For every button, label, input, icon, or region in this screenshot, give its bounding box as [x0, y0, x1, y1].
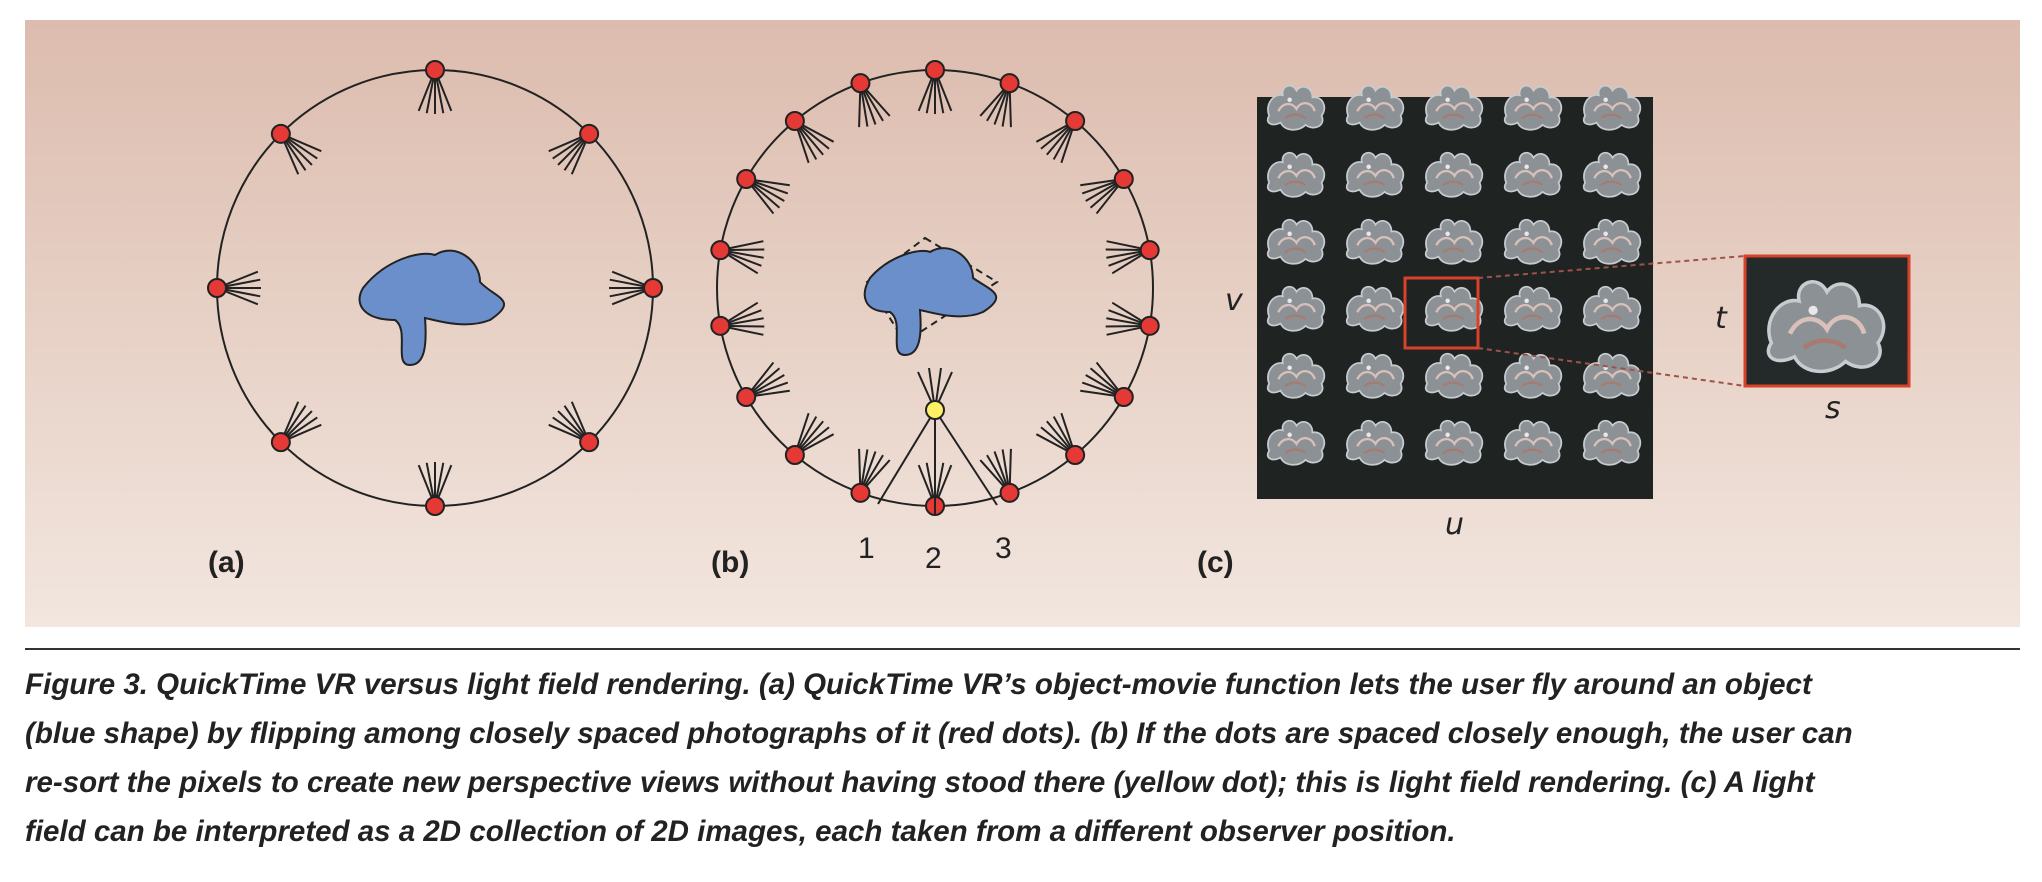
camera-b-18 — [850, 73, 891, 128]
camera-b-dot — [784, 111, 805, 132]
camera-b-16 — [736, 169, 790, 215]
camera-b-6 — [1105, 301, 1160, 336]
figure-caption: Figure 3. QuickTime VR versus light fiel… — [25, 660, 2020, 856]
camera-b-7 — [1080, 361, 1134, 407]
camera-b-dot — [1113, 169, 1134, 189]
camera-b-5 — [1105, 240, 1160, 275]
axis-label-t: t — [1715, 301, 1728, 336]
camera-a-dot — [425, 60, 445, 80]
camera-a-2 — [548, 123, 600, 175]
panel-b: 1 2 3 (b) — [710, 60, 1160, 579]
novel-view-dot — [925, 400, 945, 420]
camera-b-3 — [1035, 111, 1086, 164]
panel-label-b: (b) — [711, 546, 749, 579]
caption-line-4: field can be interpreted as a 2D collect… — [25, 815, 1456, 848]
camera-a-dot — [579, 123, 600, 144]
camera-b-4 — [1080, 169, 1134, 215]
axis-label-v: v — [1225, 283, 1244, 318]
caption-divider — [25, 648, 2020, 650]
camera-b-17 — [784, 111, 835, 164]
camera-a-8 — [270, 123, 322, 175]
panel-c: v u t s (c) — [1197, 84, 1911, 579]
camera-b-dot — [710, 240, 731, 261]
camera-positions-b — [710, 60, 1160, 516]
camera-number-1: 1 — [858, 532, 875, 565]
camera-b-9 — [979, 448, 1020, 503]
camera-a-1 — [417, 60, 453, 114]
camera-a-dot — [579, 432, 600, 453]
camera-b-dot — [999, 482, 1020, 503]
camera-number-3: 3 — [995, 532, 1012, 565]
camera-b-dot — [736, 169, 757, 189]
camera-b-dot — [1113, 387, 1134, 407]
light-field-view-r1-c5 — [1582, 84, 1642, 131]
panel-label-a: (a) — [208, 546, 245, 579]
camera-a-dot — [270, 123, 291, 144]
camera-b-8 — [1035, 412, 1086, 465]
axis-label-u: u — [1445, 507, 1464, 542]
camera-b-dot — [1065, 444, 1086, 465]
camera-a-dot — [270, 432, 291, 453]
camera-a-4 — [548, 401, 600, 453]
camera-b-14 — [710, 301, 765, 336]
camera-a-5 — [417, 462, 453, 516]
camera-b-dot — [736, 387, 757, 407]
light-field-view-r1-c2 — [1345, 84, 1405, 131]
axis-label-s: s — [1825, 391, 1841, 426]
camera-b-15 — [710, 240, 765, 275]
camera-b-2 — [979, 73, 1020, 128]
camera-a-dot — [425, 496, 445, 516]
panel-a: (a) — [207, 60, 663, 579]
camera-b-dot — [1139, 240, 1160, 261]
object-shape-a — [358, 249, 505, 367]
light-field-view-r1-c1 — [1266, 84, 1326, 131]
camera-positions-a — [207, 60, 663, 516]
camera-number-2: 2 — [925, 542, 942, 575]
camera-b-dot — [784, 444, 805, 465]
camera-a-7 — [207, 270, 261, 306]
object-shape-b — [863, 247, 998, 357]
camera-a-dot — [207, 278, 227, 298]
camera-b-12 — [784, 412, 835, 465]
highlighted-view-box — [1403, 276, 1480, 350]
camera-b-dot — [925, 60, 945, 80]
light-field-view-r1-c3 — [1424, 84, 1484, 131]
camera-b-11 — [850, 448, 891, 503]
figure-svg: (a) 1 2 3 (b) — [207, 60, 1911, 579]
camera-b-13 — [736, 361, 790, 407]
caption-line-2: (blue shape) by flipping among closely s… — [25, 717, 1853, 750]
panel-label-c: (c) — [1197, 546, 1234, 579]
camera-b-1 — [917, 60, 953, 114]
camera-b-dot — [850, 73, 871, 94]
camera-b-dot — [999, 73, 1020, 94]
caption-line-3: re-sort the pixels to create new perspec… — [25, 766, 1815, 799]
camera-b-dot — [1065, 111, 1086, 132]
light-field-view-r1-c4 — [1503, 84, 1563, 131]
camera-a-dot — [643, 278, 663, 298]
camera-b-dot — [850, 482, 871, 503]
camera-a-3 — [609, 270, 663, 306]
camera-a-6 — [270, 401, 322, 453]
camera-b-dot — [710, 315, 731, 336]
caption-line-1: Figure 3. QuickTime VR versus light fiel… — [25, 668, 1812, 701]
camera-b-dot — [1139, 315, 1160, 336]
figure-panel: (a) 1 2 3 (b) — [25, 20, 2020, 627]
